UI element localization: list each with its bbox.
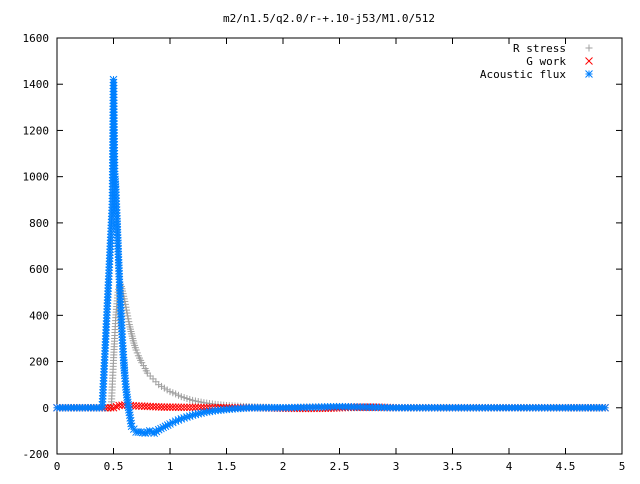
y-tick-label: 400 xyxy=(29,309,49,322)
data-point xyxy=(122,303,130,311)
y-tick-label: 600 xyxy=(29,263,49,276)
data-point xyxy=(163,403,172,411)
y-tick-label: 1000 xyxy=(23,171,50,184)
data-point xyxy=(125,318,133,326)
data-point xyxy=(137,402,146,411)
x-tick-label: 4 xyxy=(506,460,513,473)
x-tick-label: 1 xyxy=(167,460,174,473)
data-point xyxy=(152,402,160,411)
x-tick-label: 2 xyxy=(280,460,287,473)
data-point xyxy=(180,403,188,412)
series-layer xyxy=(53,75,609,438)
data-point xyxy=(143,402,152,411)
data-point xyxy=(174,403,183,412)
data-point xyxy=(157,403,166,411)
data-point xyxy=(138,359,146,367)
y-tick-label: 0 xyxy=(42,402,49,415)
data-point xyxy=(171,403,180,412)
plot-frame xyxy=(56,37,623,455)
data-point xyxy=(183,403,191,412)
data-point xyxy=(149,402,157,411)
data-point xyxy=(160,403,169,411)
y-tick-label: 200 xyxy=(29,356,49,369)
x-tick-label: 1.5 xyxy=(217,460,237,473)
data-point xyxy=(132,346,140,354)
x-tick-label: 3 xyxy=(393,460,400,473)
data-point xyxy=(166,403,174,411)
x-tick-label: 0.5 xyxy=(104,460,124,473)
data-point xyxy=(124,312,132,320)
data-point xyxy=(601,403,609,412)
data-point xyxy=(177,403,186,412)
x-tick-label: 3.5 xyxy=(443,460,463,473)
data-point xyxy=(168,403,177,411)
y-tick-label: 1400 xyxy=(23,78,50,91)
data-point xyxy=(133,349,141,357)
x-tick-label: 2.5 xyxy=(330,460,350,473)
x-tick-label: 5 xyxy=(619,460,626,473)
data-point xyxy=(146,402,155,411)
legend-marker xyxy=(585,57,593,65)
data-point xyxy=(135,402,143,410)
legend-label: G work xyxy=(526,55,566,68)
y-tick-label: 1200 xyxy=(23,124,50,137)
data-point xyxy=(140,402,149,411)
chart-title: m2/n1.5/q2.0/r-+.10-j53/M1.0/512 xyxy=(223,12,435,25)
legend-label: Acoustic flux xyxy=(480,68,566,81)
y-tick-label: 1600 xyxy=(23,32,50,45)
data-point xyxy=(112,402,121,411)
data-point xyxy=(123,309,131,317)
y-tick-label: -200 xyxy=(23,448,50,461)
legend-label: R stress xyxy=(513,42,566,55)
data-point xyxy=(185,403,194,412)
axes-layer: 0 0.5 1 1.5 2 2.5 3 3.5 4 4.5 5 -200 0 200 400 600 800 10… xyxy=(23,32,626,473)
data-point xyxy=(139,362,147,370)
series-r-stress xyxy=(53,280,609,412)
series-acoustic-flux xyxy=(53,75,609,438)
y-tick-label: 800 xyxy=(29,217,49,230)
legend-marker xyxy=(585,44,593,52)
x-tick-label: 4.5 xyxy=(556,460,576,473)
data-point xyxy=(154,402,163,411)
data-point xyxy=(124,315,132,323)
data-point xyxy=(188,403,197,412)
x-tick-label: 0 xyxy=(54,460,61,473)
legend-marker xyxy=(585,70,593,78)
data-point xyxy=(132,402,140,410)
